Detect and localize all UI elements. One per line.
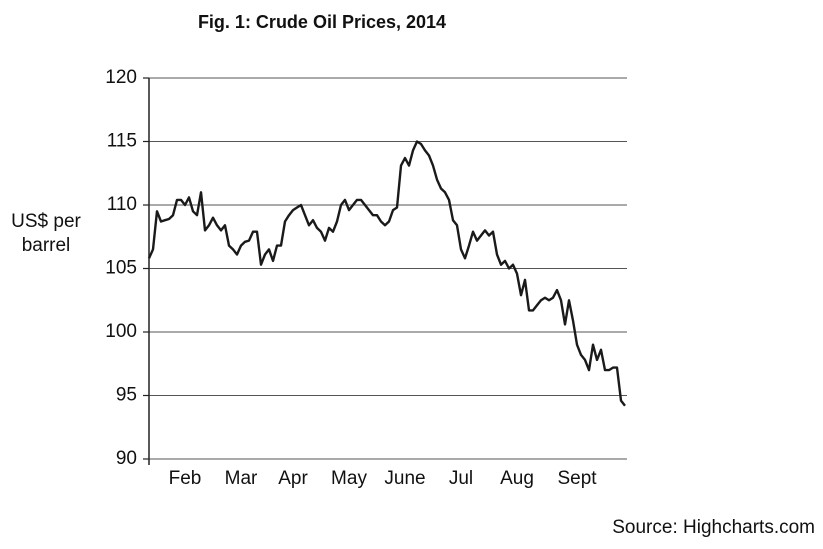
x-tick-label: May <box>331 468 367 489</box>
price-line <box>147 140 626 407</box>
y-axis-label: US$ per barrel <box>11 211 81 256</box>
source-note: Source: Highcharts.com <box>612 517 815 538</box>
y-tick-label: 95 <box>116 385 137 406</box>
y-tick-label: 120 <box>105 67 137 88</box>
y-tick-label: 90 <box>116 448 137 469</box>
x-tick-label: June <box>384 468 425 489</box>
y-tick-label: 105 <box>105 258 137 279</box>
x-tick-label: Apr <box>278 468 308 489</box>
y-tick-label: 110 <box>107 194 137 215</box>
x-tick-label: Aug <box>500 468 534 489</box>
x-tick-label: Sept <box>557 468 597 489</box>
chart-title: Fig. 1: Crude Oil Prices, 2014 <box>198 12 446 32</box>
y-tick-label: 100 <box>105 321 137 342</box>
y-tick-label: 115 <box>107 131 137 152</box>
x-tick-label: Mar <box>225 468 258 489</box>
x-tick-label: Jul <box>449 468 473 489</box>
x-tick-label: Feb <box>169 468 202 489</box>
